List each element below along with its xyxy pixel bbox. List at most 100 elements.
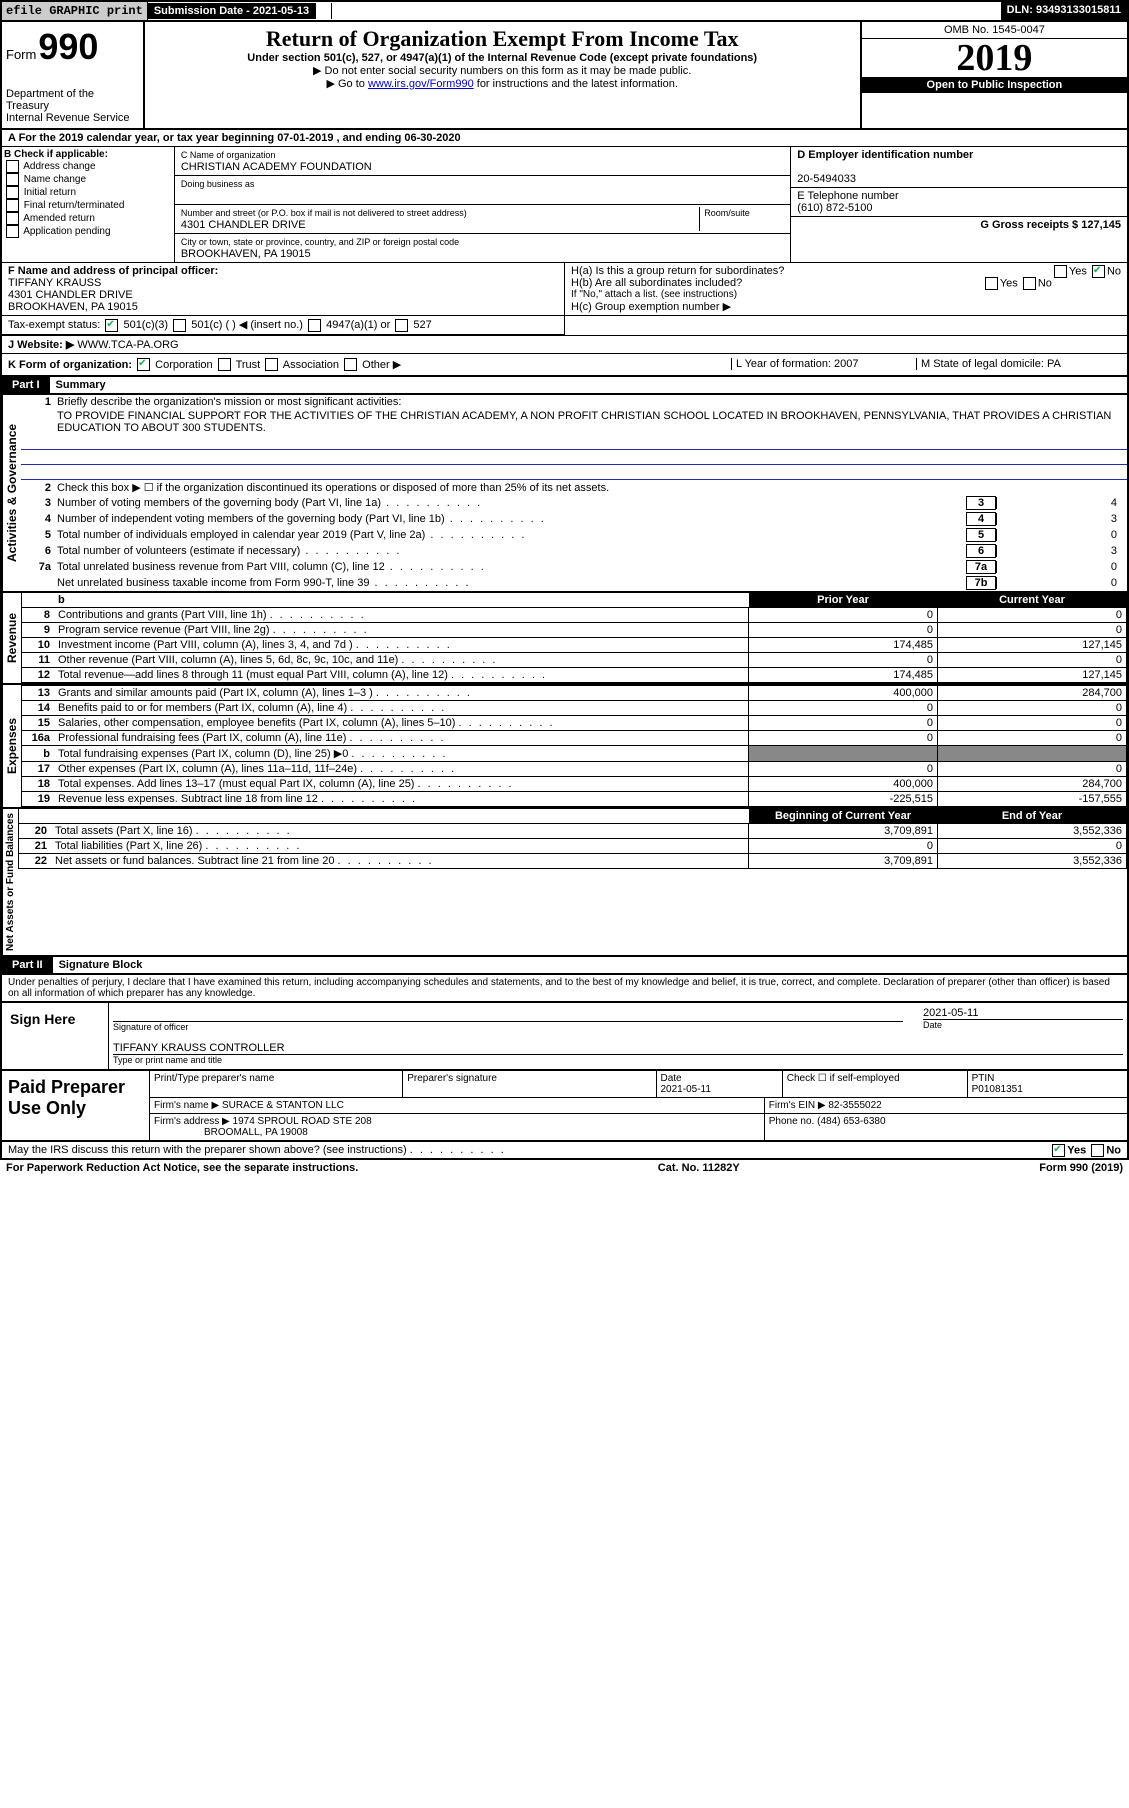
box-c: C Name of organization CHRISTIAN ACADEMY… — [175, 147, 791, 262]
sbox: 4 — [966, 512, 996, 526]
paddr2: BROOMALL, PA 19008 — [204, 1127, 308, 1138]
tax-exempt: Tax-exempt status: 501(c)(3) 501(c) ( ) … — [2, 316, 565, 335]
te-c: 501(c) ( ) ◀ (insert no.) — [191, 319, 303, 331]
ein-cell: Firm's EIN ▶ 82-3555022 — [765, 1098, 1127, 1113]
cy-hdr: Current Year — [938, 593, 1127, 608]
ha-no[interactable] — [1092, 265, 1105, 278]
data-row: 10 Investment income (Part VIII, column … — [22, 638, 1127, 653]
n1: 1 — [27, 396, 57, 408]
ph3: Date2021-05-11 — [657, 1071, 783, 1097]
data-row: 8 Contributions and grants (Part VIII, l… — [22, 608, 1127, 623]
irs-link[interactable]: www.irs.gov/Form990 — [368, 78, 474, 90]
bcy-hdr: Beginning of Current Year — [749, 809, 938, 824]
ha-yes[interactable] — [1054, 265, 1067, 278]
sval: 3 — [996, 513, 1121, 525]
stext: Total unrelated business revenue from Pa… — [57, 561, 962, 573]
f-name: TIFFANY KRAUSS — [8, 277, 101, 289]
chk-app[interactable] — [6, 225, 19, 238]
chk-trust[interactable] — [218, 358, 231, 371]
rcy: 3,552,336 — [938, 824, 1127, 839]
f-a2: BROOKHAVEN, PA 19015 — [8, 301, 138, 313]
hb-no[interactable] — [1023, 277, 1036, 290]
efile-label: efile GRAPHIC print — [2, 2, 148, 20]
firm-name: SURACE & STANTON LLC — [222, 1100, 344, 1111]
box-e: E Telephone number (610) 872-5100 — [791, 188, 1127, 217]
chk-501c3[interactable] — [105, 319, 118, 332]
chk-4947[interactable] — [308, 319, 321, 332]
part1-header: Part I Summary — [0, 377, 1129, 395]
discuss-no[interactable] — [1091, 1144, 1104, 1157]
sval: 3 — [996, 545, 1121, 557]
rpy: 0 — [749, 608, 938, 623]
section-ij: Tax-exempt status: 501(c)(3) 501(c) ( ) … — [0, 316, 1129, 336]
dln-label: DLN: 93493133015811 — [1001, 2, 1127, 20]
chk-amend[interactable] — [6, 212, 19, 225]
row-1: 1 Briefly describe the organization's mi… — [21, 395, 1127, 409]
part2-title: Signature Block — [53, 957, 149, 973]
row-2: 2 Check this box ▶ ☐ if the organization… — [21, 480, 1127, 495]
vert-ag: Activities & Governance — [2, 395, 21, 591]
chk-init[interactable] — [6, 186, 19, 199]
chk-name[interactable] — [6, 173, 19, 186]
rdesc: Total fundraising expenses (Part IX, col… — [54, 746, 749, 762]
rpy: 0 — [749, 762, 938, 777]
chk-527[interactable] — [395, 319, 408, 332]
data-row: 16a Professional fundraising fees (Part … — [22, 731, 1127, 746]
snum: 3 — [27, 497, 57, 509]
chk-other[interactable] — [344, 358, 357, 371]
rpy: 400,000 — [749, 686, 938, 701]
discuss-yes[interactable] — [1052, 1144, 1065, 1157]
vert-rev: Revenue — [2, 593, 21, 683]
sbox: 7a — [966, 560, 996, 574]
rnum: 10 — [22, 638, 55, 653]
rpy: 0 — [749, 716, 938, 731]
spacer-h — [565, 316, 1127, 335]
website-label: J Website: ▶ — [8, 339, 74, 351]
netassets-section: Net Assets or Fund Balances Beginning of… — [0, 809, 1129, 957]
chk-assoc[interactable] — [265, 358, 278, 371]
sign-content: Signature of officer 2021-05-11Date TIFF… — [109, 1003, 1127, 1069]
stext: Net unrelated business taxable income fr… — [57, 577, 962, 589]
ul1 — [21, 435, 1127, 450]
prow1: Print/Type preparer's name Preparer's si… — [150, 1071, 1127, 1098]
rnum: 11 — [22, 653, 55, 668]
ph4: Check ☐ if self-employed — [783, 1071, 968, 1097]
f-a1: 4301 CHANDLER DRIVE — [8, 289, 133, 301]
rnum: 19 — [22, 792, 55, 807]
k-corp: Corporation — [155, 359, 212, 371]
na-header: Beginning of Current YearEnd of Year — [19, 809, 1127, 824]
snum: 7a — [27, 561, 57, 573]
a1: TO PROVIDE FINANCIAL SUPPORT FOR THE ACT… — [57, 410, 1121, 434]
ph5: PTINP01081351 — [968, 1071, 1127, 1097]
chk-final[interactable] — [6, 199, 19, 212]
rdesc: Benefits paid to or for members (Part IX… — [54, 701, 749, 716]
rnum: 17 — [22, 762, 55, 777]
rdesc: Program service revenue (Part VIII, line… — [54, 623, 749, 638]
data-row: 14 Benefits paid to or for members (Part… — [22, 701, 1127, 716]
box-b-label: B Check if applicable: — [4, 149, 108, 160]
part1-label: Part I — [2, 377, 50, 393]
hb-yes[interactable] — [985, 277, 998, 290]
cat-no: Cat. No. 11282Y — [658, 1162, 740, 1174]
n1: No — [1107, 265, 1121, 277]
dba-block: Doing business as — [175, 176, 790, 205]
ha-text: H(a) Is this a group return for subordin… — [571, 265, 784, 277]
rpy: 0 — [749, 653, 938, 668]
data-row: 9 Program service revenue (Part VIII, li… — [22, 623, 1127, 638]
stext: Total number of individuals employed in … — [57, 529, 962, 541]
chk-501c[interactable] — [173, 319, 186, 332]
ag-row: 3 Number of voting members of the govern… — [21, 495, 1127, 511]
ag-row: Net unrelated business taxable income fr… — [21, 575, 1127, 591]
rcy: 127,145 — [938, 638, 1127, 653]
data-row: 12 Total revenue—add lines 8 through 11 … — [22, 668, 1127, 683]
rcy: 284,700 — [938, 686, 1127, 701]
chk-addr[interactable] — [6, 160, 19, 173]
typed-name: TIFFANY KRAUSS CONTROLLER — [113, 1042, 285, 1054]
rcy: 0 — [938, 653, 1127, 668]
data-row: 20 Total assets (Part X, line 16) 3,709,… — [19, 824, 1127, 839]
chk-corp[interactable] — [137, 358, 150, 371]
sval: 4 — [996, 497, 1121, 509]
opt3: Final return/terminated — [24, 200, 125, 211]
city-label: City or town, state or province, country… — [181, 237, 459, 247]
ein-label: D Employer identification number — [797, 149, 973, 161]
